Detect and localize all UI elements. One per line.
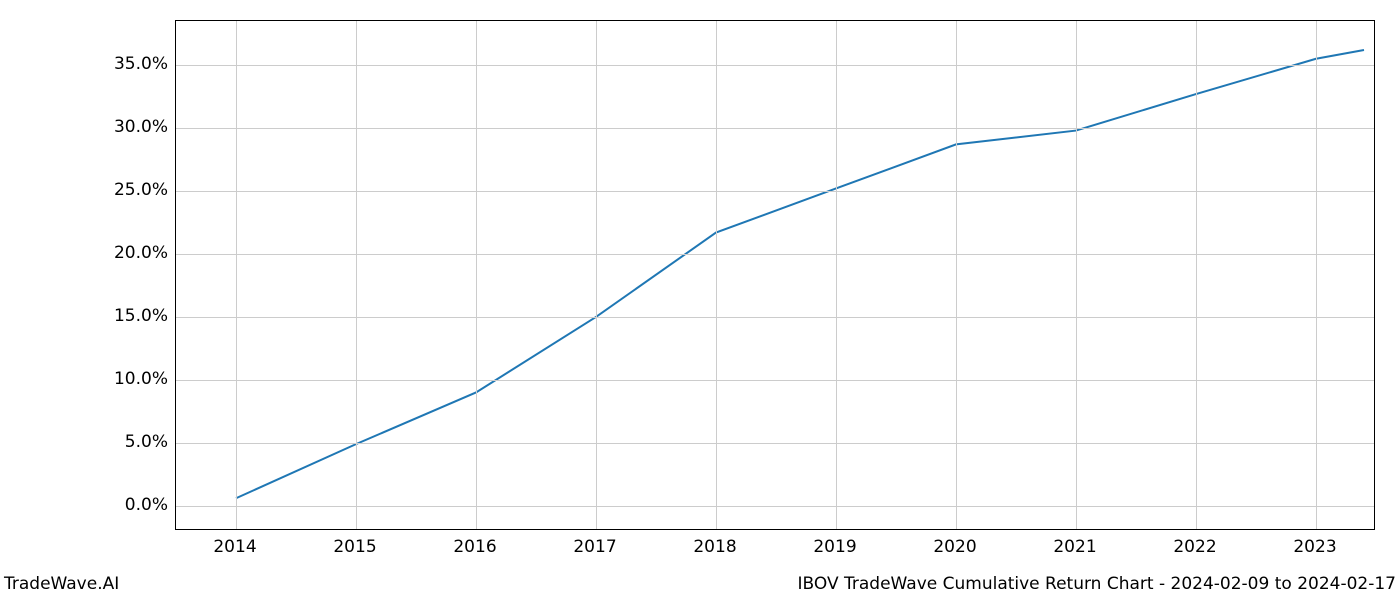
x-axis-tick-label: 2020 [933,537,976,557]
y-axis-tick-label: 0.0% [125,495,168,515]
x-axis-tick-label: 2016 [453,537,496,557]
x-axis-tick-label: 2015 [333,537,376,557]
x-axis-tick-label: 2017 [573,537,616,557]
grid-line-vertical [836,21,837,529]
y-axis-tick-label: 30.0% [114,117,168,137]
x-axis-tick-label: 2023 [1293,537,1336,557]
grid-line-vertical [236,21,237,529]
y-axis-tick-label: 35.0% [114,54,168,74]
x-axis-tick-label: 2018 [693,537,736,557]
footer-right-text: IBOV TradeWave Cumulative Return Chart -… [798,574,1396,594]
grid-line-vertical [1076,21,1077,529]
grid-line-vertical [956,21,957,529]
return-line-series [236,50,1364,498]
y-axis-tick-label: 20.0% [114,243,168,263]
y-axis-tick-label: 10.0% [114,369,168,389]
footer-left-text: TradeWave.AI [4,574,119,594]
grid-line-vertical [596,21,597,529]
grid-line-vertical [356,21,357,529]
grid-line-vertical [476,21,477,529]
x-axis-tick-label: 2019 [813,537,856,557]
y-axis-tick-label: 25.0% [114,180,168,200]
grid-line-vertical [1196,21,1197,529]
grid-line-vertical [716,21,717,529]
grid-line-vertical [1316,21,1317,529]
y-axis-tick-label: 5.0% [125,432,168,452]
y-axis-tick-label: 15.0% [114,306,168,326]
x-axis-tick-label: 2021 [1053,537,1096,557]
x-axis-tick-label: 2022 [1173,537,1216,557]
chart-plot-area [175,20,1375,530]
x-axis-tick-label: 2014 [213,537,256,557]
